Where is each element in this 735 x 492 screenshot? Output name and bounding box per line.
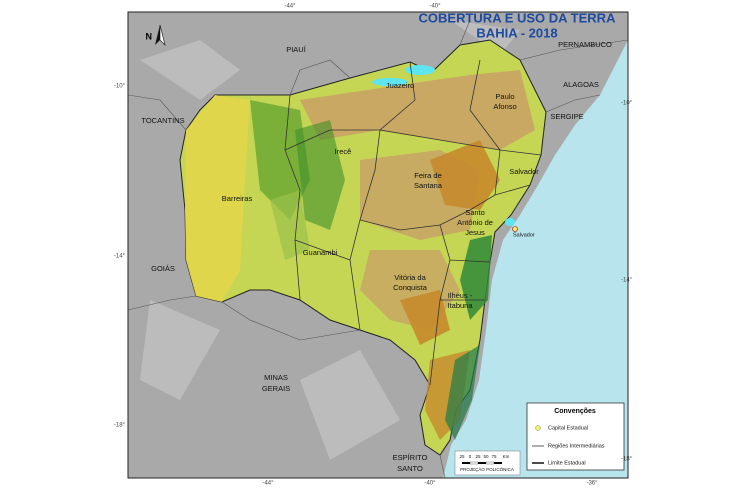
region-label: Guanambi xyxy=(303,248,338,257)
region-label: Vitória da xyxy=(394,273,426,282)
region-label: Afonso xyxy=(493,102,516,111)
graticule-label: -14° xyxy=(114,254,126,260)
terrain-relief xyxy=(140,20,520,460)
sea xyxy=(443,40,628,478)
graticule-label: -18° xyxy=(621,457,633,463)
graticule-label: -44° xyxy=(262,481,274,487)
north-arrow-left xyxy=(155,25,160,45)
north-arrow-right xyxy=(159,24,166,46)
region-label: Irecê xyxy=(335,147,352,156)
scale-tick: 0 xyxy=(469,454,472,459)
neighbor-boundaries xyxy=(128,19,628,478)
north-label: N xyxy=(146,31,153,41)
legend-item: Limite Estadual xyxy=(548,460,586,466)
region-label: Feira de xyxy=(414,171,442,180)
neighbor-label: PIAUÍ xyxy=(286,45,307,54)
graticule-label: -10° xyxy=(114,84,126,90)
region-label: Barreiras xyxy=(222,194,253,203)
region-boundaries xyxy=(284,59,542,386)
scale-tick: 75 xyxy=(491,454,497,459)
scale-seg xyxy=(469,461,479,465)
region-label: Santana xyxy=(414,181,443,190)
neighbor-label: PERNAMBUCO xyxy=(558,40,612,49)
graticule-label: -44° xyxy=(284,4,296,10)
scale-seg xyxy=(485,461,495,465)
legend-title: Convenções xyxy=(554,408,596,415)
scale-tick: 25 xyxy=(475,454,481,459)
region-label: Conquista xyxy=(393,283,428,292)
region-label: Ilhéus - xyxy=(448,291,473,300)
region-label: Paulo xyxy=(495,92,514,101)
graticule-label: -14° xyxy=(621,278,633,284)
legend-item: Capital Estadual xyxy=(548,425,588,431)
legend-box xyxy=(526,402,625,471)
north-arrow: N xyxy=(146,24,166,46)
scale-bar xyxy=(454,450,521,476)
map-body xyxy=(128,12,628,478)
neighbor-label: ESPÍRITO xyxy=(393,453,428,462)
legend-item: Regiões Intermediárias xyxy=(548,443,605,449)
neighbor-label: GERAIS xyxy=(262,384,290,393)
title-line2: BAHIA - 2018 xyxy=(476,25,557,40)
region-label: Salvador xyxy=(509,167,539,176)
capital-symbol xyxy=(535,425,541,431)
scale-projection: PROJEÇÃO POLICÔNICA xyxy=(460,466,514,472)
scale-seg xyxy=(478,462,486,464)
capital-marker xyxy=(512,226,518,232)
neighbor-label: TOCANTINS xyxy=(141,116,184,125)
scale-tick: Km xyxy=(503,454,510,459)
neighbor-label: SANTO xyxy=(397,464,423,473)
capital-label: Salvador xyxy=(513,232,535,238)
region-label: Santo xyxy=(465,208,485,217)
graticule-label: -10° xyxy=(621,101,633,107)
region-label: Itabuna xyxy=(447,301,473,310)
scale-tick: 50 xyxy=(483,454,489,459)
map-frame xyxy=(127,11,629,479)
scale-seg xyxy=(462,462,470,464)
graticule-label: -40° xyxy=(424,481,436,487)
region-label: Antônio de xyxy=(457,218,493,227)
graticule-label: -18° xyxy=(114,423,126,429)
title-line1: COBERTURA E USO DA TERRA xyxy=(419,10,617,25)
neighbor-label: SERGIPE xyxy=(550,112,583,121)
graticule-label: -36° xyxy=(586,481,598,487)
graticule-label: -40° xyxy=(429,4,441,10)
neighbor-label: ALAGOAS xyxy=(563,80,599,89)
neighbor-label: GOIÁS xyxy=(151,264,175,273)
legend: Convenções xyxy=(526,402,625,471)
neighbor-label: MINAS xyxy=(264,373,288,382)
region-label: Juazeiro xyxy=(386,81,414,90)
scale-seg xyxy=(494,462,502,464)
scale-tick: 25 xyxy=(459,454,465,459)
region-label: Jesus xyxy=(465,228,485,237)
